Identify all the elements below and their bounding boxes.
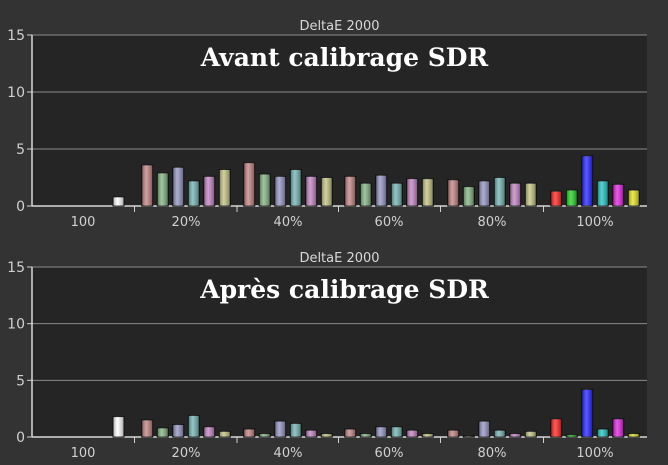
y-tick-label: 5 [16, 373, 25, 389]
x-tick-label: 40% [274, 215, 303, 230]
y-tick-label: 5 [16, 142, 25, 158]
x-tick-label: 20% [172, 446, 201, 461]
bar-shade [406, 430, 418, 437]
bar-shade [243, 429, 255, 437]
bar-shade [494, 430, 506, 437]
bar-shade [463, 186, 475, 206]
x-tick-label: 100 [71, 446, 96, 461]
chart-1: DeltaE 2000 15 10 5 0 100 20% 40% 60% 80% 100% Avan… [7, 19, 647, 230]
chart-2: DeltaE 2000 15 10 5 0 100 20% 40% 60% 80% 100% Aprè… [7, 251, 647, 461]
x-tick-label: 100% [576, 215, 613, 230]
bar-shade [550, 191, 562, 206]
chart-annotation: Avant calibrage SDR [200, 43, 489, 72]
bar-shade [581, 155, 593, 206]
chart-title: DeltaE 2000 [299, 251, 379, 266]
bar-shade [290, 423, 302, 437]
plot-area [32, 267, 647, 437]
bar-shade [157, 172, 169, 206]
bar-shade [172, 424, 184, 437]
bar-shade [203, 426, 215, 437]
bar-shade [274, 176, 286, 206]
x-tick-label: 60% [375, 215, 404, 230]
bar-shade [597, 429, 609, 437]
bar-shade [321, 177, 333, 206]
y-tick-label: 15 [7, 260, 25, 276]
bar-shade [597, 180, 609, 206]
bar-shade [478, 421, 490, 437]
bar-shade [219, 169, 231, 206]
bar-shade [290, 169, 302, 206]
bar-shade [406, 178, 418, 206]
bar-shade [581, 389, 593, 437]
x-tick-label: 20% [172, 215, 201, 230]
bar-shade [360, 183, 372, 206]
y-tick-label: 0 [16, 430, 25, 446]
x-tick-label: 100% [576, 446, 613, 461]
bar-shade [550, 418, 562, 437]
bar-shade [219, 431, 231, 437]
bar-shade [612, 184, 624, 206]
y-tick-label: 10 [7, 85, 25, 101]
bar-shade [141, 420, 153, 437]
bar-shade [113, 196, 124, 206]
bar-shade [259, 174, 271, 206]
bar-shade [525, 431, 537, 437]
bar-shade [494, 177, 506, 206]
chart-title: DeltaE 2000 [299, 19, 379, 34]
bar-shade [566, 190, 578, 206]
bar-shade [305, 176, 317, 206]
y-tick-label: 0 [16, 199, 25, 215]
x-tick-label: 60% [375, 446, 404, 461]
bar-shade [422, 433, 434, 437]
x-tick-label: 40% [274, 446, 303, 461]
y-tick-label: 10 [7, 317, 25, 333]
bar-shade [188, 180, 200, 206]
bar-shade [243, 162, 255, 206]
bar-shade [274, 421, 286, 437]
bar-shade [157, 427, 169, 437]
x-tick-label: 80% [478, 446, 507, 461]
bar-shade [525, 183, 537, 206]
bar-shade [447, 430, 459, 437]
bar-shade [141, 164, 153, 206]
bar-shade [566, 434, 578, 437]
bar-shade [188, 415, 200, 437]
bar-shade [391, 183, 403, 206]
y-tick-label: 15 [7, 28, 25, 44]
bar-shade [375, 426, 387, 437]
bar-shade [391, 426, 403, 437]
bar-shade [447, 179, 459, 206]
bar-shade [422, 178, 434, 206]
bar-shade [344, 429, 356, 437]
bar-shade [478, 180, 490, 206]
bar-shade [113, 416, 124, 437]
plot-area [32, 35, 647, 206]
bar-shade [628, 433, 640, 437]
bar-shade [612, 418, 624, 437]
bar-shade [628, 190, 640, 206]
bar-shade [172, 167, 184, 206]
chart-annotation: Après calibrage SDR [199, 275, 489, 304]
bar-shade [344, 176, 356, 206]
bar-shade [509, 183, 521, 206]
bar-shade [305, 430, 317, 437]
bar-shade [360, 433, 372, 437]
bar-shade [509, 433, 521, 437]
bar-shade [321, 433, 333, 437]
bar-shade [375, 175, 387, 206]
bar-shade [463, 435, 475, 437]
x-tick-label: 100 [71, 215, 96, 230]
bar-shade [259, 433, 271, 437]
bar-shade [203, 176, 215, 206]
x-tick-label: 80% [478, 215, 507, 230]
